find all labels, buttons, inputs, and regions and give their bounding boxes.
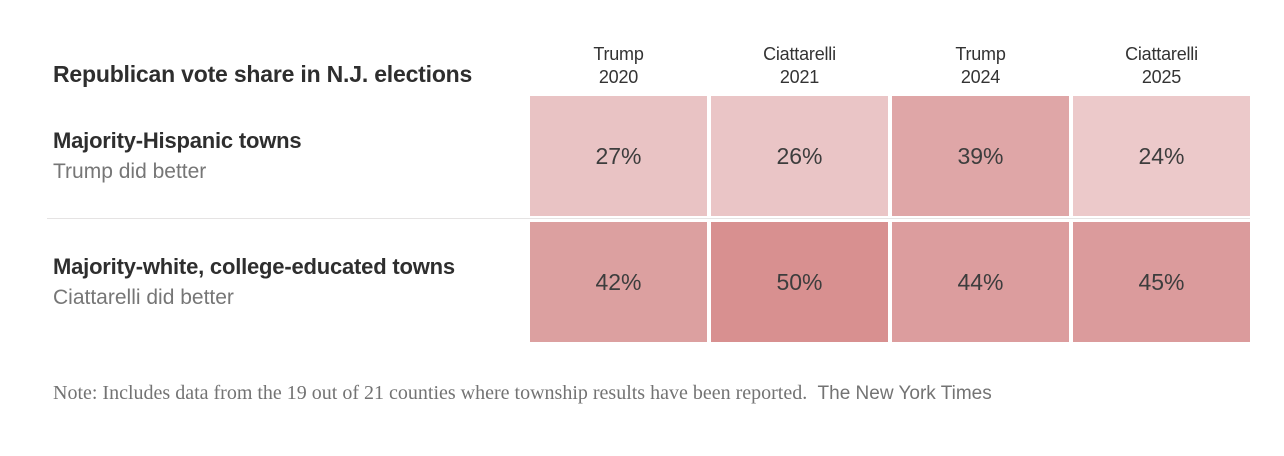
column-header-ciattarelli-2025: Ciattarelli 2025 (1073, 43, 1250, 89)
note-text: Note: Includes data from the 19 out of 2… (53, 382, 808, 404)
heatmap-cell-r1c2: 44% (892, 222, 1069, 342)
row-label-majority-hispanic: Majority-Hispanic towns Trump did better (53, 96, 526, 216)
chart-title: Republican vote share in N.J. elections (53, 61, 473, 87)
heatmap-cell-r0c2: 39% (892, 96, 1069, 216)
column-header-line1: Trump (955, 44, 1006, 64)
column-header-ciattarelli-2021: Ciattarelli 2021 (711, 43, 888, 89)
heatmap-cell-r0c3: 24% (1073, 96, 1250, 216)
heatmap-cell-r1c3: 45% (1073, 222, 1250, 342)
column-header-line2: 2020 (598, 67, 639, 87)
column-header-trump-2024: Trump 2024 (892, 43, 1069, 89)
column-header-line1: Ciattarelli (1125, 44, 1198, 64)
row-label-majority-white: Majority-white, college-educated towns C… (53, 222, 526, 342)
heatmap-table: Republican vote share in N.J. elections … (53, 36, 1250, 342)
heatmap-cell-r1c0: 42% (530, 222, 707, 342)
heatmap-cell-r1c1: 50% (711, 222, 888, 342)
column-header-line1: Ciattarelli (763, 44, 836, 64)
column-header-line2: 2021 (779, 67, 820, 87)
row-sublabel-text: Trump did better (53, 160, 207, 183)
chart-note: Note: Includes data from the 19 out of 2… (53, 376, 1258, 411)
column-header-line2: 2025 (1141, 67, 1182, 87)
source-credit-text: The New York Times (817, 383, 992, 404)
heatmap-cell-r0c0: 27% (530, 96, 707, 216)
column-header-trump-2020: Trump 2020 (530, 43, 707, 89)
column-header-line2: 2024 (960, 67, 1001, 87)
row-divider-line (47, 218, 1250, 219)
row-label-text: Majority-white, college-educated towns (53, 254, 455, 279)
row-sublabel-text: Ciattarelli did better (53, 286, 234, 309)
heatmap-cell-r0c1: 26% (711, 96, 888, 216)
source-credit: The New York Times (812, 383, 992, 404)
row-label-text: Majority-Hispanic towns (53, 128, 302, 153)
column-header-line1: Trump (593, 44, 644, 64)
